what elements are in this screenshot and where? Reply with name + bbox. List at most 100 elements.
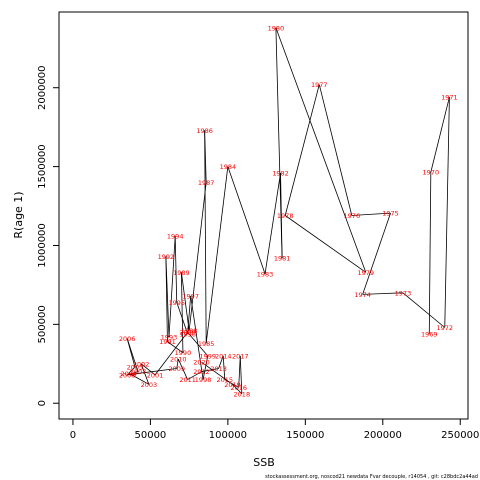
trajectory-segment xyxy=(264,172,281,274)
point-label-2004: 2004 xyxy=(120,370,137,378)
trajectory-segment xyxy=(205,166,229,344)
point-label-1969: 1969 xyxy=(421,330,438,338)
point-label-2020: 2020 xyxy=(193,359,210,367)
trajectory-segment xyxy=(318,84,353,216)
y-axis-title: R(age 1) xyxy=(12,191,25,238)
point-label-1971: 1971 xyxy=(441,94,458,102)
trajectory-segment xyxy=(140,363,150,385)
trajectory-segment xyxy=(284,84,320,216)
point-label-1986: 1986 xyxy=(196,127,213,135)
point-label-2000: 2000 xyxy=(179,329,196,337)
trajectory-segment xyxy=(180,272,184,353)
trajectory-segment xyxy=(444,97,450,328)
point-label-1980: 1980 xyxy=(268,24,285,32)
trajectory-segment xyxy=(201,368,219,373)
y-tick-label: 0 xyxy=(37,400,48,406)
trajectory-segment xyxy=(238,355,241,388)
point-label-1996: 1996 xyxy=(179,330,196,338)
trajectory-segment xyxy=(177,358,188,380)
point-label-2017: 2017 xyxy=(232,352,249,360)
point-label-1997: 1997 xyxy=(182,292,199,300)
y-tick-label: 500000 xyxy=(37,305,48,343)
trajectory-segment xyxy=(128,366,136,374)
trajectory-segment xyxy=(222,355,226,380)
trajectory-segment xyxy=(167,341,184,354)
y-tick-label: 2000000 xyxy=(37,65,48,110)
trajectory-segment xyxy=(204,130,207,183)
point-label-1979: 1979 xyxy=(357,269,374,277)
trajectory-segment xyxy=(187,371,202,380)
point-label-1989: 1989 xyxy=(173,269,190,277)
trajectory-segment xyxy=(187,331,209,357)
trajectory-segment xyxy=(362,213,391,295)
point-label-1998: 1998 xyxy=(195,376,212,384)
point-labels: 1969 1970 1971 1972 1973 1974 1975 1976 1977 1978… xyxy=(119,24,458,398)
point-label-1977: 1977 xyxy=(311,81,328,89)
point-label-1972: 1972 xyxy=(436,324,453,332)
footer-note: stockassessment.org, noscod21 newdata Fv… xyxy=(265,474,478,480)
x-tick-label: 150000 xyxy=(286,430,324,441)
point-label-2014: 2014 xyxy=(215,352,232,360)
point-label-1995: 1995 xyxy=(168,299,185,307)
point-label-1999: 1999 xyxy=(199,352,216,360)
trajectory-segment xyxy=(187,295,192,334)
y-tick-label: 1000000 xyxy=(37,223,48,268)
trajectory-segment xyxy=(275,27,367,273)
x-axis-title: SSB xyxy=(253,456,275,469)
point-label-1993: 1993 xyxy=(161,333,178,341)
point-label-2006: 2006 xyxy=(119,335,136,343)
point-label-1994: 1994 xyxy=(167,233,184,241)
point-label-1978: 1978 xyxy=(277,212,294,220)
trajectory-segment xyxy=(188,182,207,331)
trajectory-segment xyxy=(154,331,188,376)
point-label-1973: 1973 xyxy=(395,289,412,297)
trajectory-segment xyxy=(284,215,366,273)
point-label-1984: 1984 xyxy=(220,163,237,171)
point-label-2005: 2005 xyxy=(127,363,144,371)
trajectory-segment xyxy=(428,172,432,334)
point-label-1990: 1990 xyxy=(175,349,192,357)
x-tick-label: 0 xyxy=(70,430,76,441)
y-axis: 0 500000 1000000 1500000 2000000 xyxy=(37,65,59,406)
point-label-1975: 1975 xyxy=(382,210,399,218)
trajectory-segment xyxy=(140,363,156,376)
point-label-2011: 2011 xyxy=(179,376,196,384)
trajectory-segment xyxy=(168,235,176,337)
x-tick-label: 250000 xyxy=(441,430,479,441)
trajectory-segment xyxy=(176,302,188,334)
point-label-2010: 2010 xyxy=(170,356,187,364)
x-tick-label: 100000 xyxy=(209,430,247,441)
point-label-1970: 1970 xyxy=(423,169,440,177)
trajectory-segment xyxy=(239,355,243,394)
trajectory-segment xyxy=(218,355,224,369)
point-label-2019: 2019 xyxy=(224,381,241,389)
x-tick-label: 200000 xyxy=(364,430,402,441)
point-label-2012: 2012 xyxy=(193,368,210,376)
trajectory-segment xyxy=(176,358,179,369)
trajectory-segment xyxy=(227,166,266,274)
point-label-2018: 2018 xyxy=(234,390,251,398)
point-label-1976: 1976 xyxy=(344,212,361,220)
point-label-1991: 1991 xyxy=(159,338,176,346)
point-label-1992: 1992 xyxy=(158,253,175,261)
plot-frame xyxy=(58,11,469,420)
point-label-2008: 2008 xyxy=(119,371,136,379)
trajectory-segment xyxy=(127,368,177,376)
trajectory-segment xyxy=(174,235,178,303)
trajectory-segment xyxy=(430,97,450,173)
trajectory-segment xyxy=(126,338,139,372)
point-label-1983: 1983 xyxy=(257,270,274,278)
point-label-1987: 1987 xyxy=(198,179,215,187)
point-label-1985: 1985 xyxy=(198,340,215,348)
trajectory-segment xyxy=(402,292,446,328)
x-tick-label: 50000 xyxy=(134,430,166,441)
point-label-1981: 1981 xyxy=(274,255,291,263)
point-label-2016: 2016 xyxy=(230,384,247,392)
point-label-2015: 2015 xyxy=(216,376,233,384)
trajectory-segment xyxy=(180,272,190,331)
point-label-2002: 2002 xyxy=(133,360,150,368)
point-label-2001: 2001 xyxy=(147,371,164,379)
trajectory-segment xyxy=(280,172,283,259)
trajectory-segment xyxy=(190,295,204,380)
